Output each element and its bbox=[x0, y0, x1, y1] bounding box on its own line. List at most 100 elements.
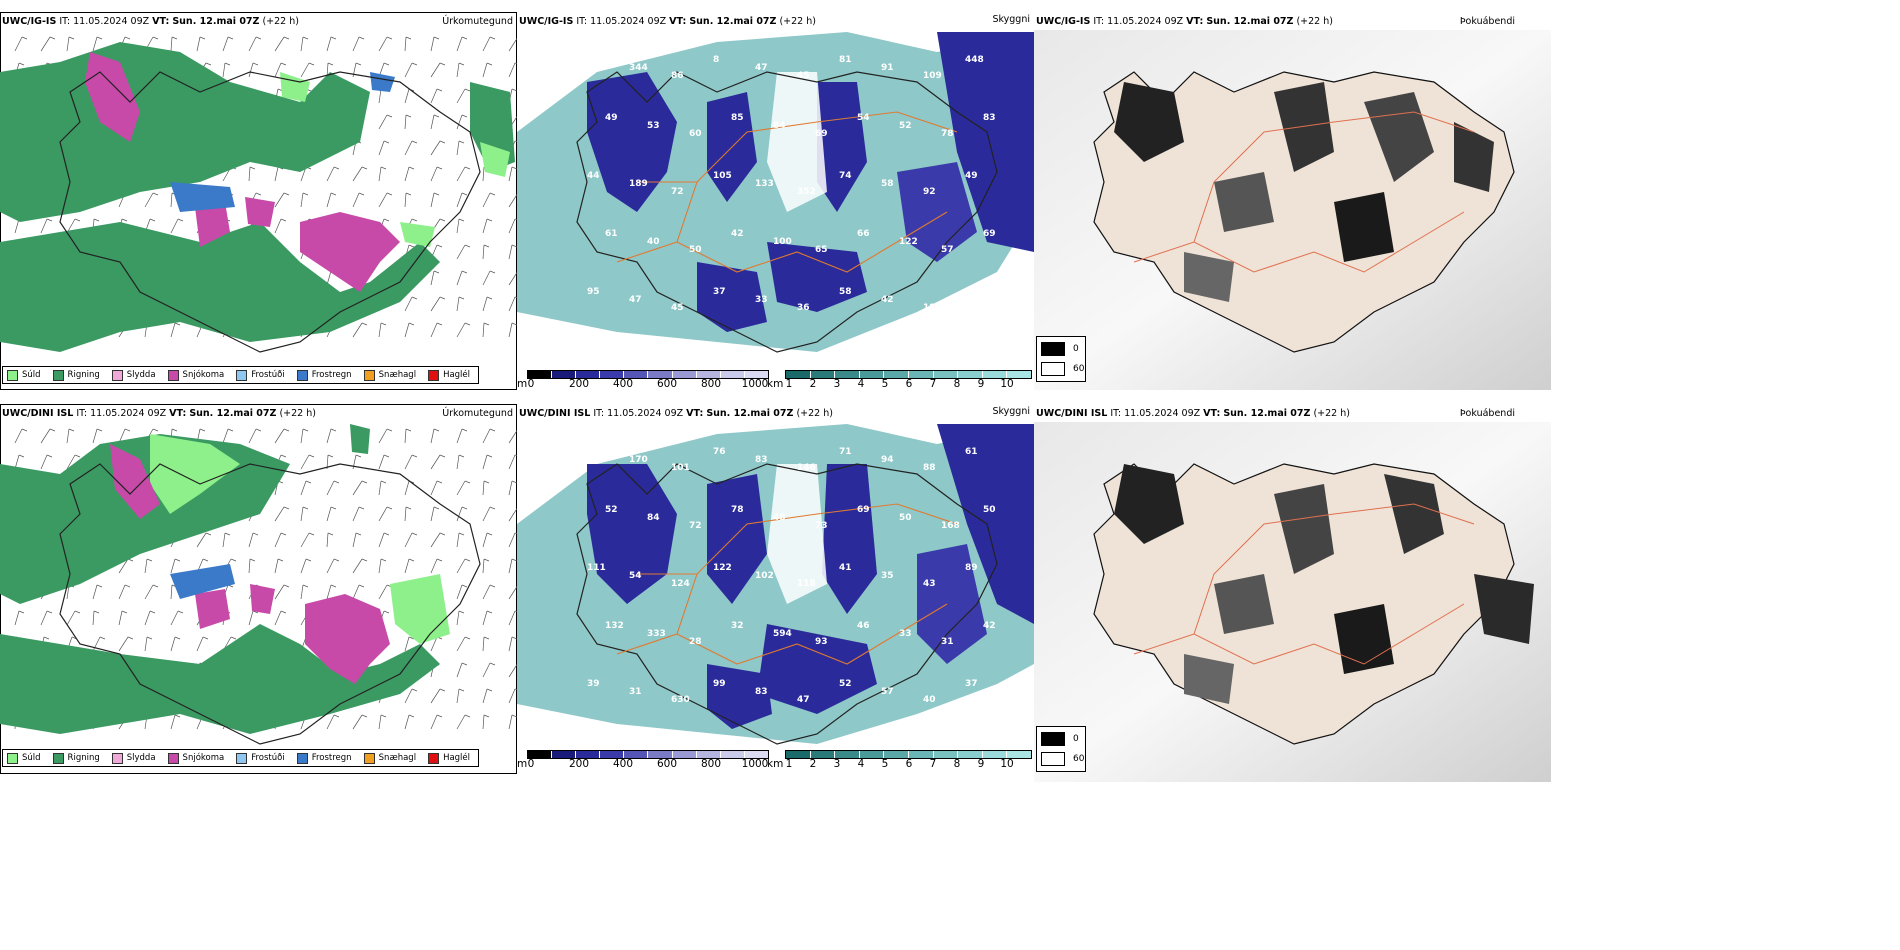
ceiling-label: 49 bbox=[605, 113, 618, 123]
colorbar-bar bbox=[785, 370, 1032, 379]
fog-legend: 0 60 bbox=[1036, 726, 1086, 772]
wind-barb-flag bbox=[333, 166, 340, 170]
tick-label: 6 bbox=[905, 758, 913, 770]
wind-barb bbox=[482, 192, 491, 208]
ceiling-label: 189 bbox=[629, 179, 648, 189]
tick-label: 7 bbox=[929, 758, 937, 770]
wind-barb bbox=[378, 532, 385, 548]
legend-label: Frostúði bbox=[251, 370, 285, 380]
ceiling-label: 84 bbox=[773, 121, 786, 131]
legend-label: Snjókoma bbox=[182, 370, 225, 380]
wind-barb-flag bbox=[249, 558, 256, 562]
ceiling-label: 72 bbox=[689, 521, 702, 531]
wind-barb-flag bbox=[361, 558, 368, 562]
ceiling-label: 47 bbox=[629, 295, 642, 305]
ceiling-label: 52 bbox=[605, 505, 618, 515]
wind-barb bbox=[248, 62, 254, 78]
wind-barb-flag bbox=[124, 584, 131, 588]
ceiling-colorbar: km 1 2 3 4 5 6 7 8 9 10 bbox=[767, 750, 1034, 770]
swatch bbox=[363, 369, 375, 381]
wind-barb-flag bbox=[408, 558, 415, 562]
wind-barb bbox=[404, 36, 407, 52]
tick-label: 200 bbox=[568, 378, 590, 390]
wind-barb-flag bbox=[277, 558, 284, 562]
ceiling-label: 41 bbox=[839, 563, 852, 573]
legend-label: 0 bbox=[1073, 344, 1079, 354]
wind-barb-flag bbox=[511, 714, 517, 718]
vt-label: VT: bbox=[686, 408, 704, 419]
wind-barb bbox=[274, 36, 285, 52]
wind-barb bbox=[508, 296, 516, 312]
ceiling-label: 83 bbox=[755, 687, 768, 697]
ceiling-label: 448 bbox=[965, 55, 984, 65]
wind-barb-flag bbox=[177, 610, 184, 614]
wind-barb-flag bbox=[514, 454, 517, 457]
wind-barb-flag bbox=[302, 36, 309, 40]
tick-label: 4 bbox=[857, 378, 865, 390]
wind-barb-flag bbox=[464, 714, 471, 718]
wind-barb bbox=[144, 558, 148, 574]
lead-time: (+22 h) bbox=[796, 408, 833, 419]
ceiling-label: 146 bbox=[797, 463, 816, 473]
wind-barb bbox=[326, 584, 332, 600]
wind-barb-flag bbox=[93, 218, 100, 222]
visibility-map-dini: UWC/DINI ISL IT: 11.05.2024 09Z VT: Sun.… bbox=[517, 404, 1034, 782]
roads bbox=[616, 503, 958, 665]
wind-barb bbox=[456, 636, 466, 652]
wind-barb bbox=[404, 688, 413, 704]
wind-barb-flag bbox=[361, 166, 368, 170]
wind-barb-flag bbox=[458, 610, 465, 614]
wind-barb bbox=[430, 166, 438, 182]
wind-barb bbox=[352, 480, 363, 496]
wind-barb bbox=[430, 714, 438, 730]
ceiling-label: 39 bbox=[587, 679, 600, 689]
wind-barb-flag bbox=[514, 218, 517, 221]
wind-barb-flag bbox=[458, 688, 465, 692]
wind-barb bbox=[482, 322, 485, 338]
wind-barb-flag bbox=[96, 428, 103, 432]
iceland-outline bbox=[59, 463, 481, 745]
wind-barb bbox=[378, 428, 388, 444]
wind-barb bbox=[456, 36, 463, 52]
wind-barb-flag bbox=[511, 244, 517, 248]
wind-barb-flag bbox=[486, 532, 493, 536]
wind-barb bbox=[430, 192, 435, 208]
wind-barb bbox=[508, 532, 516, 548]
ceiling-label: 170 bbox=[629, 455, 648, 465]
ceiling-labels: 132 170 101 76 83 146 71 94 88 61 52 84 72 78 48 73 69 50… bbox=[587, 447, 996, 705]
wind-barb bbox=[456, 428, 463, 444]
wind-barb bbox=[222, 36, 229, 52]
wind-barb-flag bbox=[202, 558, 209, 562]
wind-barb bbox=[456, 688, 460, 704]
legend-item-snow: Snjókoma bbox=[167, 752, 224, 764]
tick-label: 2 bbox=[809, 758, 817, 770]
wind-barb bbox=[352, 166, 363, 182]
ceiling-label: 74 bbox=[839, 171, 852, 181]
ceiling-label: 132 bbox=[605, 621, 624, 631]
wind-barb bbox=[378, 714, 382, 730]
wind-barb bbox=[378, 454, 385, 470]
wind-barb-flag bbox=[486, 610, 493, 614]
wind-barb-flag bbox=[152, 192, 159, 196]
wind-barb bbox=[508, 507, 517, 522]
tick-label: 1 bbox=[785, 758, 793, 770]
wind-barb bbox=[456, 584, 463, 600]
wind-barb-flag bbox=[252, 610, 259, 614]
wind-barb-flag bbox=[302, 192, 309, 196]
wind-barb bbox=[274, 584, 285, 600]
wind-barb-flag bbox=[433, 36, 440, 40]
wind-barb-flag bbox=[224, 532, 231, 536]
wind-barb bbox=[508, 193, 517, 208]
wind-barb bbox=[300, 506, 304, 522]
wind-barb-flag bbox=[305, 480, 312, 484]
wind-barb bbox=[14, 610, 20, 626]
legend-label: Rigning bbox=[67, 753, 100, 763]
wind-barb-flag bbox=[230, 636, 237, 640]
wind-barb-flag bbox=[49, 36, 56, 40]
fog-legend-row: 60 bbox=[1041, 752, 1084, 766]
colorbar-unit: km bbox=[767, 378, 784, 390]
wind-barb bbox=[40, 36, 51, 52]
ceiling-label: 57 bbox=[941, 245, 954, 255]
wind-barb bbox=[456, 218, 460, 234]
ceiling-label: 65 bbox=[815, 245, 828, 255]
